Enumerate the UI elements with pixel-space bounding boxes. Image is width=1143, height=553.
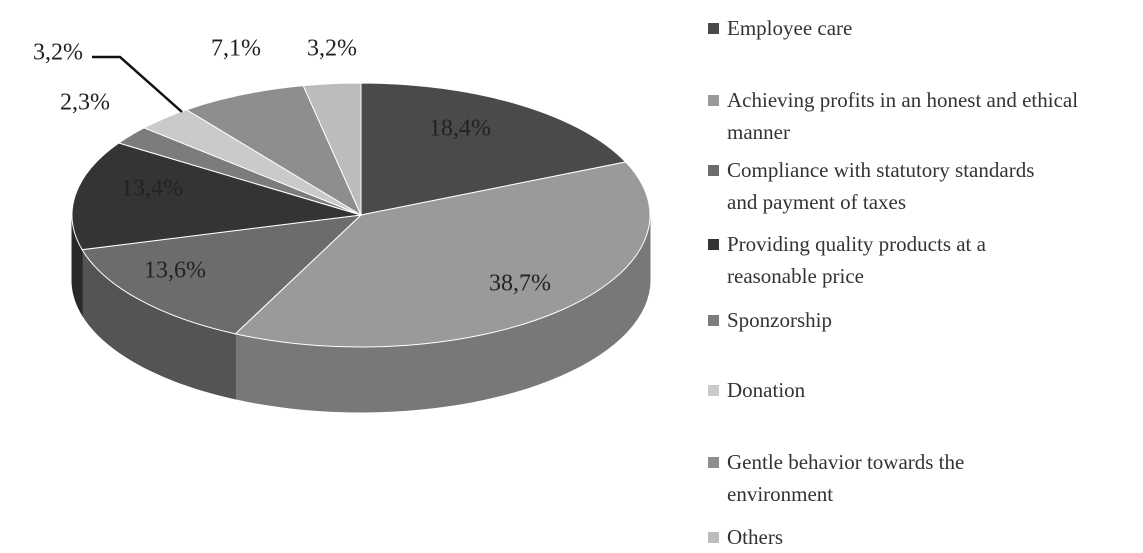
legend-label: Sponzorship: [727, 308, 832, 332]
legend-swatch: [708, 315, 719, 326]
legend-item: Sponzorship: [708, 304, 1107, 336]
data-label: 18,4%: [429, 116, 491, 142]
legend-label: Others: [727, 525, 783, 549]
legend-swatch: [708, 165, 719, 176]
legend-item: Donation: [708, 374, 1107, 406]
legend-swatch: [708, 457, 719, 468]
slice: [302, 82, 362, 216]
legend-item: Compliance with statutory standards and …: [708, 154, 1047, 218]
legend-item: Employee care: [708, 12, 1107, 44]
chart: 18,4% 38,7% 13,6% 13,4% 2,3% 3,2% 7,1% 3,2%: [33, 36, 651, 413]
slice: [360, 82, 627, 216]
leader-line: [92, 55, 183, 113]
legend-label: Achieving profits in an honest and ethic…: [727, 88, 1079, 144]
legend-item: Gentle behavior towards the environment: [708, 446, 1027, 510]
slice: [71, 142, 362, 251]
legend-swatch: [708, 95, 719, 106]
legend-swatch: [708, 532, 719, 543]
legend-item: Others: [708, 521, 1107, 553]
legend-item: Achieving profits in an honest and ethic…: [708, 84, 1112, 148]
legend-label: Donation: [727, 378, 806, 402]
legend-label: Compliance with statutory standards and …: [727, 158, 1035, 214]
data-label: 38,7%: [489, 271, 551, 297]
data-label: 3,2%: [33, 40, 83, 66]
data-label: 2,3%: [60, 90, 110, 116]
data-label: 13,6%: [144, 258, 206, 284]
data-label: 3,2%: [307, 36, 357, 62]
data-label: 7,1%: [211, 36, 261, 62]
slice: [234, 161, 651, 348]
legend-label: Employee care: [727, 16, 853, 40]
legend-swatch: [708, 385, 719, 396]
legend-swatch: [708, 23, 719, 34]
legend-swatch: [708, 239, 719, 250]
legend-label: Providing quality products at a reasonab…: [727, 232, 986, 288]
data-label: 13,4%: [121, 176, 183, 202]
legend-label: Gentle behavior towards the environment: [727, 450, 965, 506]
legend-item: Providing quality products at a reasonab…: [708, 228, 1057, 292]
slice: [81, 214, 363, 335]
